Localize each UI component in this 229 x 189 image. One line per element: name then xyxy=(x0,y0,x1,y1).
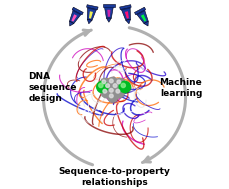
Circle shape xyxy=(108,78,118,88)
Circle shape xyxy=(113,84,117,88)
Polygon shape xyxy=(136,10,145,15)
Polygon shape xyxy=(134,7,146,15)
Text: Machine
learning: Machine learning xyxy=(160,78,202,98)
Circle shape xyxy=(97,81,108,93)
Polygon shape xyxy=(69,21,74,26)
Circle shape xyxy=(117,80,121,84)
Polygon shape xyxy=(144,21,148,26)
Polygon shape xyxy=(69,10,81,24)
Circle shape xyxy=(97,82,109,93)
Circle shape xyxy=(102,80,106,84)
Circle shape xyxy=(109,79,113,83)
Polygon shape xyxy=(89,11,93,19)
Polygon shape xyxy=(106,18,111,22)
Circle shape xyxy=(99,83,103,88)
Circle shape xyxy=(103,89,107,93)
Polygon shape xyxy=(87,5,98,10)
Circle shape xyxy=(121,83,125,88)
Circle shape xyxy=(108,77,117,87)
Polygon shape xyxy=(120,5,131,10)
Circle shape xyxy=(115,88,125,98)
Circle shape xyxy=(120,82,131,93)
Polygon shape xyxy=(72,7,83,15)
Circle shape xyxy=(115,78,125,88)
Circle shape xyxy=(108,92,117,102)
Circle shape xyxy=(116,89,120,93)
Polygon shape xyxy=(103,4,114,7)
Circle shape xyxy=(108,87,117,96)
Circle shape xyxy=(112,83,122,92)
Circle shape xyxy=(101,79,111,89)
Polygon shape xyxy=(72,10,81,15)
Polygon shape xyxy=(107,10,110,17)
Polygon shape xyxy=(104,7,113,18)
Circle shape xyxy=(102,88,112,98)
Polygon shape xyxy=(141,14,146,22)
Polygon shape xyxy=(87,7,97,11)
Polygon shape xyxy=(104,7,114,8)
Polygon shape xyxy=(137,10,148,24)
Circle shape xyxy=(104,82,114,92)
Circle shape xyxy=(114,88,124,97)
Text: Sequence-to-property
relationships: Sequence-to-property relationships xyxy=(59,167,170,187)
Polygon shape xyxy=(121,8,131,20)
Circle shape xyxy=(100,78,110,88)
Polygon shape xyxy=(87,19,92,24)
Polygon shape xyxy=(125,11,129,19)
Circle shape xyxy=(108,87,118,97)
Circle shape xyxy=(109,94,113,98)
Circle shape xyxy=(116,79,125,89)
Circle shape xyxy=(112,82,121,92)
Circle shape xyxy=(105,83,114,92)
Polygon shape xyxy=(87,8,96,20)
Circle shape xyxy=(119,81,130,93)
Circle shape xyxy=(101,88,111,97)
Circle shape xyxy=(109,88,113,92)
Text: DNA
sequence
design: DNA sequence design xyxy=(28,72,77,103)
Polygon shape xyxy=(71,14,77,22)
Polygon shape xyxy=(126,19,131,24)
Polygon shape xyxy=(121,7,131,11)
Circle shape xyxy=(108,93,118,103)
Circle shape xyxy=(106,84,109,88)
